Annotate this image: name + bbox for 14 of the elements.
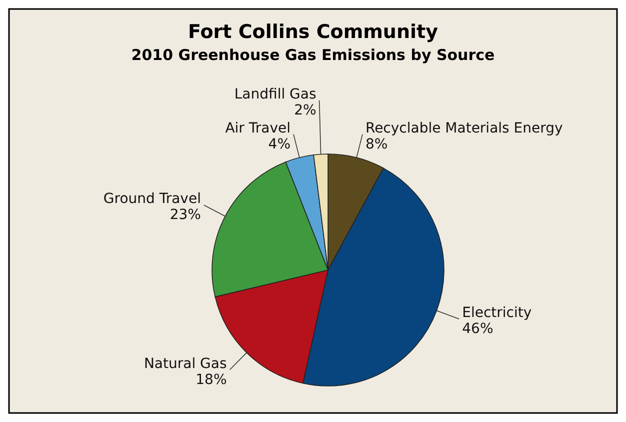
- slice-label: Electricity: [462, 305, 532, 322]
- chart-title: Fort Collins Community: [188, 21, 439, 43]
- data-label: 18%: [196, 372, 227, 388]
- slice-label: Air Travel: [225, 120, 291, 136]
- data-label: 8%: [365, 136, 388, 152]
- slice-label: Recyclable Materials Energy: [365, 120, 563, 136]
- data-label: 2%: [294, 102, 316, 118]
- slice-label: Landfill Gas: [234, 86, 316, 102]
- chart-subtitle: 2010 Greenhouse Gas Emissions by Source: [131, 46, 495, 64]
- slice-label: Natural Gas: [144, 356, 227, 372]
- data-label: 46%: [462, 321, 494, 338]
- data-label: 23%: [170, 207, 201, 224]
- data-label: 4%: [268, 136, 291, 152]
- slice-label: Ground Travel: [103, 191, 201, 208]
